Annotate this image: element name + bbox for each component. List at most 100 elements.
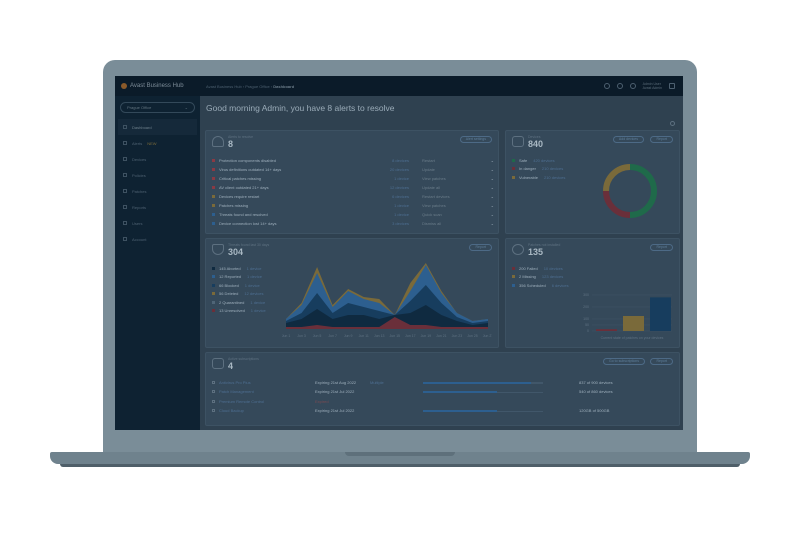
- alert-action-select[interactable]: Update: [422, 166, 435, 172]
- alert-severity-icon: [212, 221, 215, 225]
- legend-item: 66 Blocked 1 device: [212, 282, 260, 288]
- app-logo[interactable]: Avast Business Hub: [121, 83, 206, 89]
- legend-devices-link[interactable]: 12 devices: [244, 291, 264, 296]
- subscription-status: Expiring 21st Aug 2022: [315, 379, 357, 385]
- patches-icon: [123, 189, 127, 193]
- legend-swatch: [512, 266, 515, 270]
- sidebar-item-users[interactable]: Users: [115, 215, 200, 231]
- report-button[interactable]: Report: [650, 244, 673, 251]
- legend-label: 13 Unresolved: [219, 308, 245, 313]
- alert-label: Device connection lost 14+ days: [219, 220, 277, 226]
- subscription-name-link[interactable]: Patch Management: [219, 389, 254, 394]
- alert-severity-icon: [212, 185, 215, 189]
- legend-swatch: [212, 266, 215, 270]
- breadcrumb-item[interactable]: Prague Office: [245, 83, 270, 89]
- legend-devices-link[interactable]: 1 device: [250, 299, 266, 305]
- subscription-usage: 120GB of 500GB: [579, 408, 610, 413]
- sidebar-item-reports[interactable]: Reports: [115, 199, 200, 215]
- y-tick-label: 300: [583, 293, 589, 297]
- chevron-down-icon: ⌄: [490, 202, 494, 208]
- legend-label: 12 Reported: [219, 274, 242, 279]
- alert-devices-link[interactable]: 6 devices: [392, 193, 409, 199]
- x-tick-label: Jun 27: [483, 334, 492, 338]
- x-tick-label: Jun 11: [359, 334, 369, 338]
- sidebar-item-dashboard[interactable]: Dashboard: [118, 119, 197, 135]
- legend-devices-link[interactable]: 6 devices: [551, 282, 569, 288]
- alert-settings-button[interactable]: Alert settings: [459, 136, 492, 143]
- subscription-icon: [212, 409, 215, 412]
- alert-devices-link[interactable]: 8 devices: [392, 157, 409, 163]
- alert-label: Devices require restart: [219, 193, 260, 199]
- legend-label: 145 Aborted: [219, 265, 241, 271]
- legend-devices-link[interactable]: 123 devices: [541, 274, 564, 279]
- office-name: Prague Office: [127, 105, 152, 110]
- report-button[interactable]: Report: [650, 358, 673, 365]
- monitor-icon: [512, 136, 524, 147]
- breadcrumb-item[interactable]: Avast Business Hub: [206, 83, 242, 89]
- alert-devices-link[interactable]: 12 devices: [389, 184, 409, 190]
- apps-icon[interactable]: [669, 83, 675, 89]
- legend-label: 200 Failed: [519, 265, 538, 271]
- subscription-name-link[interactable]: Antivirus Pro Plus: [219, 379, 251, 385]
- settings-icon[interactable]: [670, 121, 675, 126]
- legend-devices-link[interactable]: 1 device: [244, 282, 260, 288]
- user-avatar-icon[interactable]: [629, 83, 636, 89]
- sidebar-item-account[interactable]: Account: [115, 231, 200, 247]
- help-icon[interactable]: [603, 83, 610, 89]
- office-selector[interactable]: Prague Office ⌄: [120, 102, 195, 113]
- alert-severity-icon: [212, 194, 215, 198]
- alert-action-select[interactable]: Dismiss all: [422, 220, 442, 226]
- alert-devices-link[interactable]: 1 device: [394, 202, 409, 208]
- policies-icon: [123, 173, 127, 177]
- chevron-down-icon: ⌄: [490, 166, 494, 172]
- usage-bar-fill: [423, 410, 498, 412]
- alert-action-select[interactable]: View patches: [422, 175, 446, 181]
- alert-label: Patches missing: [219, 202, 249, 208]
- alert-severity-icon: [212, 167, 215, 171]
- sidebar-item-devices[interactable]: Devices: [115, 151, 200, 167]
- alert-action-select[interactable]: Restart: [422, 157, 435, 163]
- subscription-multiple-link[interactable]: Multiple: [370, 379, 384, 385]
- legend-swatch: [512, 275, 515, 278]
- bar-scheduled: [650, 297, 671, 331]
- x-tick-label: Jun 19: [421, 334, 432, 338]
- sidebar-item-policies[interactable]: Policies: [115, 167, 200, 183]
- sidebar-item-alerts[interactable]: Alerts NEW: [115, 135, 200, 151]
- app-name: Avast Business Hub: [130, 83, 184, 89]
- notifications-icon[interactable]: [616, 83, 623, 89]
- go-to-subscriptions-button[interactable]: Go to subscriptions: [603, 358, 645, 365]
- alert-devices-link[interactable]: 1 device: [394, 211, 409, 217]
- report-button[interactable]: Report: [469, 244, 492, 251]
- legend-devices-link[interactable]: 1 device: [246, 265, 262, 271]
- threats-card: Threats found last 30 days 304 Report Ju…: [205, 238, 499, 348]
- subscription-name-link[interactable]: Premium Remote Control: [219, 398, 265, 404]
- alert-action-select[interactable]: Quick scan: [422, 211, 442, 217]
- legend-devices-link[interactable]: 210 devices: [543, 174, 566, 180]
- alert-devices-link[interactable]: 3 devices: [392, 220, 409, 226]
- subscription-row: Cloud Backup Expiring 21st Jul 2022 120GB …: [212, 408, 672, 414]
- page-title: Good morning Admin, you have 8 alerts to…: [206, 103, 395, 113]
- alert-action-select[interactable]: Update all: [422, 184, 441, 190]
- alert-devices-link[interactable]: 1 device: [394, 175, 409, 181]
- alert-action-select[interactable]: View patches: [422, 202, 446, 208]
- legend-devices-link[interactable]: 1 device: [247, 274, 262, 279]
- legend-devices-link[interactable]: 210 devices: [541, 166, 564, 171]
- legend-devices-link[interactable]: 10 devices: [543, 265, 563, 271]
- donut-slice-vulnerable: [603, 164, 631, 192]
- laptop-base-edge: [60, 464, 740, 467]
- chevron-down-icon: ⌄: [490, 175, 494, 181]
- subscription-name-link[interactable]: Cloud Backup: [219, 408, 244, 413]
- subscription-status: Expiring 21st Jul 2022: [315, 389, 355, 394]
- legend-item: 200 Failed 10 devices: [512, 265, 563, 271]
- alert-devices-link[interactable]: 20 devices: [389, 166, 409, 172]
- add-devices-button[interactable]: Add devices: [612, 136, 644, 143]
- sidebar-item-label: Users: [132, 220, 143, 226]
- alert-severity-icon: [212, 203, 215, 207]
- alert-action-select[interactable]: Restart devices: [422, 193, 450, 199]
- legend-devices-link[interactable]: 1 device: [250, 308, 266, 313]
- area-series-4: [286, 317, 488, 329]
- report-button[interactable]: Report: [650, 136, 673, 143]
- user-menu[interactable]: Admin User Avast Admin: [643, 82, 662, 90]
- sidebar-item-patches[interactable]: Patches: [115, 183, 200, 199]
- legend-devices-link[interactable]: 420 devices: [533, 157, 555, 163]
